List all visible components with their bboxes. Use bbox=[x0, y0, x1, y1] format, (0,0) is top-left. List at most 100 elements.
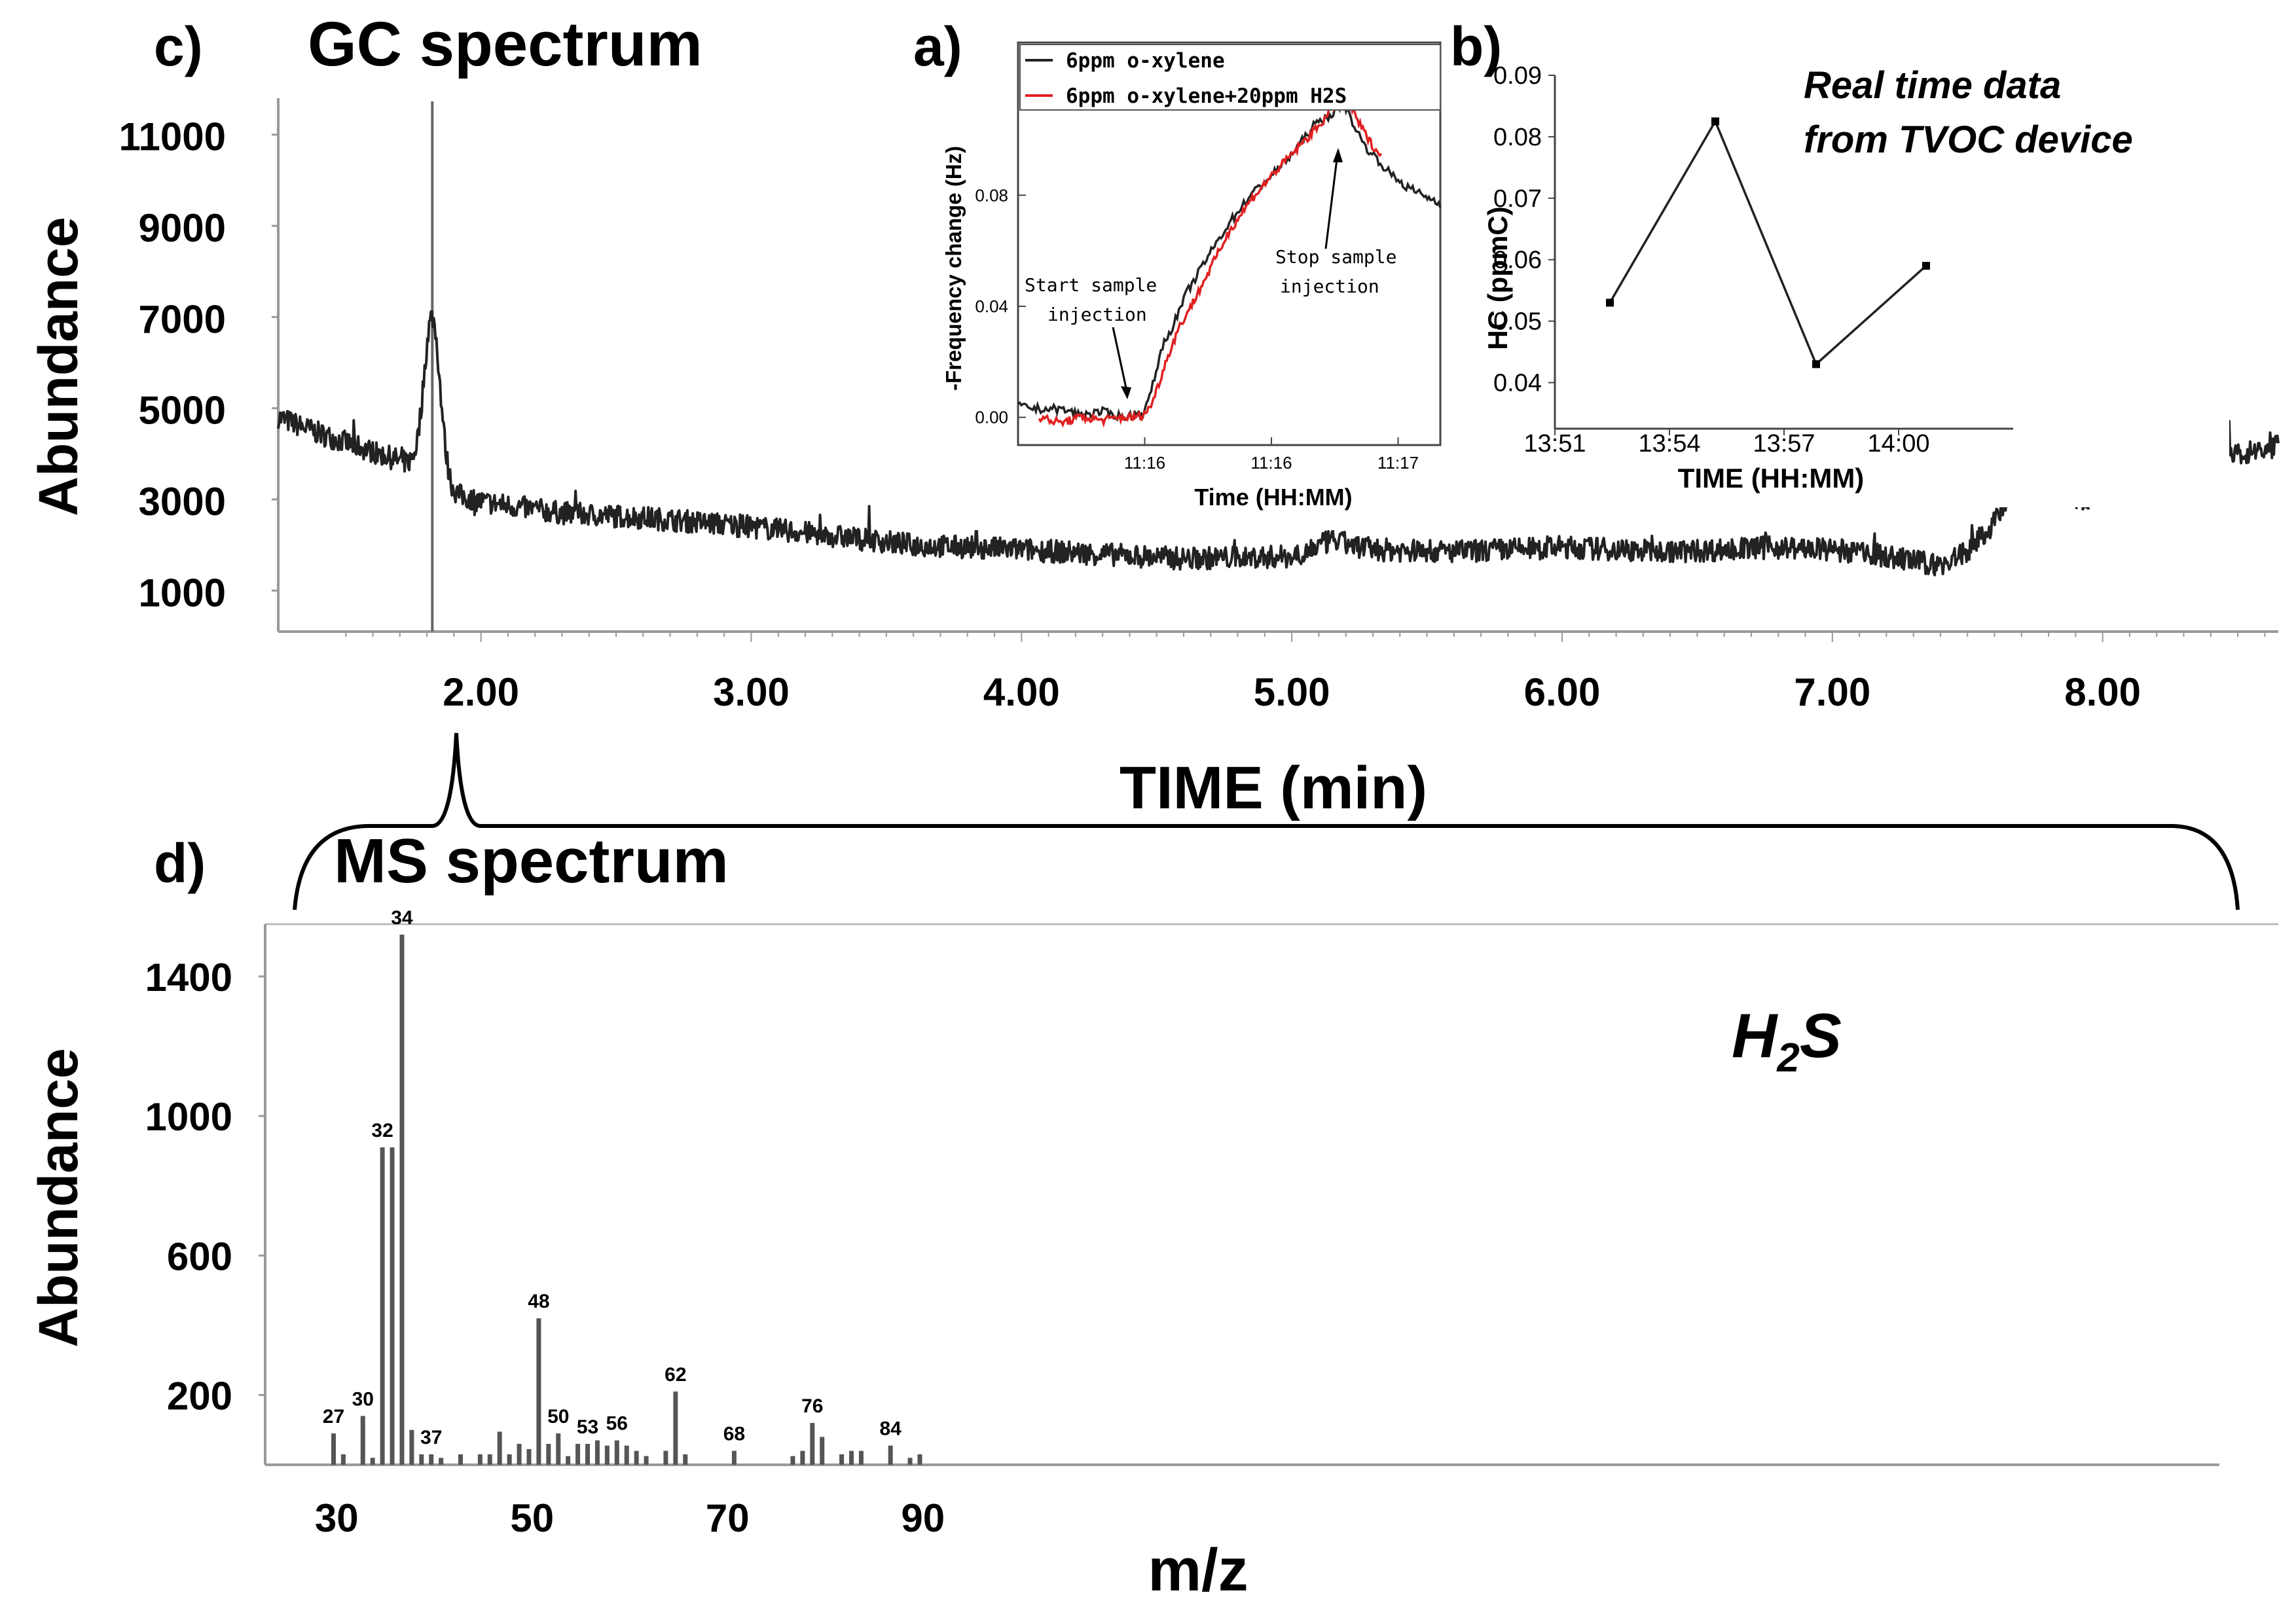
ms-y-tick-label: 1400 bbox=[145, 956, 232, 999]
panel-d-letter: d) bbox=[154, 833, 206, 894]
gc-ms-bracket bbox=[293, 732, 2240, 910]
ms-bar bbox=[331, 1433, 336, 1465]
tvoc-inset: b) HC (ppmC) TIME (HH:MM) 0.040.050.060.… bbox=[1450, 16, 2229, 507]
ms-peak-label: 27 bbox=[323, 1406, 344, 1427]
qcm-legend-label-1: 6ppm o-xylene bbox=[1066, 49, 1225, 73]
qcm-inset: a) -Frequency change (Hz) Time (HH:MM) 0… bbox=[913, 16, 1453, 530]
gc-x-tick-label: 5.00 bbox=[1254, 670, 1330, 714]
ms-x-tick-label: 70 bbox=[706, 1496, 750, 1540]
qcm-series-o-xylene-h2s bbox=[1038, 86, 1383, 428]
ms-bars bbox=[331, 934, 922, 1465]
ms-bar bbox=[409, 1429, 414, 1465]
ms-bar bbox=[820, 1437, 825, 1465]
qcm-start-annotation-line2: injection bbox=[1048, 304, 1147, 325]
ms-bar bbox=[546, 1444, 551, 1465]
ms-bar bbox=[390, 1147, 395, 1465]
ms-bar bbox=[614, 1440, 619, 1465]
ms-peak-label: 84 bbox=[880, 1418, 902, 1440]
ms-peak-label: 32 bbox=[371, 1120, 393, 1141]
panel-a-letter: a) bbox=[913, 16, 962, 77]
tvoc-x-tick-label: 13:51 bbox=[1523, 430, 1586, 458]
ms-peak-label: 62 bbox=[665, 1364, 686, 1386]
ms-bar bbox=[380, 1147, 385, 1465]
gc-trace bbox=[277, 310, 2280, 577]
ms-bar bbox=[370, 1458, 375, 1465]
tvoc-x-tick-label: 13:57 bbox=[1753, 430, 1815, 458]
ms-bar bbox=[477, 1454, 483, 1465]
tvoc-annotation-line1: Real time data bbox=[1804, 64, 2061, 107]
ms-bar bbox=[634, 1450, 639, 1465]
tvoc-point bbox=[1606, 298, 1614, 307]
qcm-legend-box bbox=[1019, 44, 1441, 111]
ms-x-tick-label: 50 bbox=[510, 1496, 554, 1540]
tvoc-y-tick-label: 0.05 bbox=[1493, 308, 1542, 336]
ms-compound-label: H2S bbox=[1732, 1001, 1842, 1081]
gc-panel: c) GC spectrum Abundance TIME (min) 1000… bbox=[27, 9, 2280, 821]
ms-bar bbox=[731, 1450, 737, 1465]
panel-c-letter: c) bbox=[154, 16, 203, 77]
tvoc-y-tick-label: 0.09 bbox=[1493, 62, 1542, 90]
tvoc-y-tick-label: 0.08 bbox=[1493, 124, 1542, 151]
gc-ylabel: Abundance bbox=[27, 217, 89, 516]
tvoc-point bbox=[1711, 117, 1719, 126]
tvoc-x-tick-label: 14:00 bbox=[1867, 430, 1929, 458]
ms-y-tick-label: 1000 bbox=[145, 1095, 232, 1139]
ms-bar bbox=[399, 934, 405, 1465]
ms-bar bbox=[458, 1454, 463, 1465]
panel-b-letter: b) bbox=[1450, 16, 1502, 77]
gc-y-tick-label: 9000 bbox=[139, 206, 226, 250]
qcm-ylabel: -Frequency change (Hz) bbox=[941, 146, 966, 391]
tvoc-point bbox=[1812, 360, 1820, 368]
qcm-start-arrowhead bbox=[1121, 386, 1131, 399]
ms-bar bbox=[673, 1391, 678, 1465]
gc-y-ticks: 1000 3000 5000 7000 9000 11000 bbox=[118, 115, 278, 615]
ms-peak-label: 68 bbox=[723, 1424, 745, 1445]
qcm-legend-label-2: 6ppm o-xylene+20ppm H2S bbox=[1066, 84, 1347, 108]
ms-bar bbox=[810, 1423, 815, 1465]
ms-bar bbox=[907, 1458, 913, 1465]
ms-x-tick-label: 90 bbox=[901, 1496, 945, 1540]
gc-x-tick-label: 7.00 bbox=[1794, 670, 1870, 714]
tvoc-annotation-line2: from TVOC device bbox=[1804, 118, 2133, 161]
qcm-x-ticks: 11:16 11:16 11:17 bbox=[1124, 437, 1419, 473]
ms-bar bbox=[497, 1431, 502, 1465]
qcm-annotations: Start sample injection Stop sample injec… bbox=[1025, 148, 1396, 399]
ms-bar bbox=[507, 1454, 512, 1465]
ms-bar bbox=[419, 1454, 424, 1465]
gc-x-tick-label: 2.00 bbox=[443, 670, 519, 714]
ms-peak-label: 50 bbox=[547, 1406, 569, 1427]
ms-peak-label: 48 bbox=[528, 1291, 549, 1312]
ms-panel: d) MS spectrum Abundance m/z H2S 200 600 1… bbox=[27, 826, 2278, 1597]
ms-x-tick-label: 30 bbox=[315, 1496, 359, 1540]
qcm-start-annotation-line1: Start sample bbox=[1025, 274, 1157, 296]
gc-y-tick-label: 5000 bbox=[139, 389, 226, 433]
ms-bar bbox=[536, 1318, 541, 1465]
ms-peak-label: 34 bbox=[391, 907, 413, 929]
qcm-y-tick-label: 0.08 bbox=[975, 185, 1008, 205]
qcm-xlabel: Time (HH:MM) bbox=[1194, 484, 1352, 511]
ms-bar bbox=[683, 1454, 688, 1465]
qcm-x-tick-label: 11:17 bbox=[1377, 453, 1419, 473]
gc-x-tick-label: 3.00 bbox=[713, 670, 790, 714]
qcm-stop-arrow bbox=[1324, 153, 1339, 249]
ms-peak-labels: 27 30 32 34 37 48 50 53 56 62 68 76 84 bbox=[323, 907, 902, 1448]
qcm-plot-frame bbox=[1017, 41, 1442, 446]
qcm-legend: 6ppm o-xylene 6ppm o-xylene+20ppm H2S bbox=[1019, 44, 1441, 111]
ms-bar bbox=[917, 1454, 922, 1465]
qcm-stop-arrowhead bbox=[1333, 148, 1343, 162]
tvoc-ylabel: HC (ppmC) bbox=[1482, 206, 1513, 350]
ms-bar bbox=[888, 1445, 893, 1465]
qcm-start-arrow bbox=[1112, 327, 1129, 395]
tvoc-y-tick-label: 0.07 bbox=[1493, 185, 1542, 213]
ms-bar bbox=[340, 1454, 346, 1465]
ms-peak-label: 30 bbox=[352, 1388, 374, 1410]
gc-x-ticks: 2.00 3.00 4.00 5.00 6.00 7.00 8.00 bbox=[345, 632, 2266, 714]
ms-bar bbox=[360, 1416, 365, 1465]
qcm-stop-annotation-line1: Stop sample bbox=[1275, 246, 1396, 268]
tvoc-series-line bbox=[1609, 118, 1927, 367]
tvoc-points bbox=[1606, 117, 1930, 368]
qcm-y-tick-label: 0.04 bbox=[975, 296, 1008, 316]
ms-peak-label: 37 bbox=[420, 1427, 442, 1448]
qcm-y-ticks: 0.00 0.04 0.08 bbox=[975, 185, 1026, 427]
ms-bar bbox=[566, 1456, 571, 1465]
